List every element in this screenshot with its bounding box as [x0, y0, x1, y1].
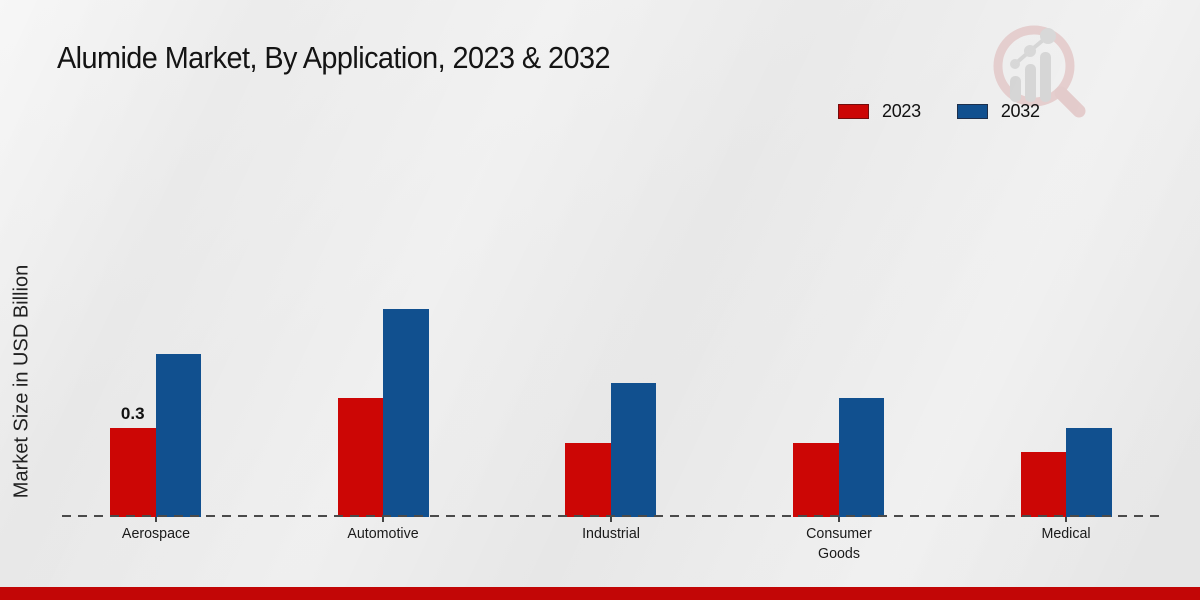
category-label: Medical — [1041, 525, 1091, 542]
footer-accent-bar — [0, 587, 1200, 600]
legend-label: 2032 — [1000, 101, 1040, 121]
bar-2023-automotive — [337, 398, 384, 517]
category-label: Automotive — [347, 525, 419, 542]
x-axis-tick — [837, 517, 840, 522]
bar-2032-medical — [1066, 428, 1112, 517]
market-research-magnifier-logo-icon — [993, 25, 1086, 118]
bar-value-label: 0.3 — [120, 404, 145, 423]
legend: 2023 2032 — [838, 101, 1040, 122]
bar-2023-medical — [1020, 452, 1067, 517]
chart-title: Alumide Market, By Application, 2023 & 2… — [57, 40, 611, 75]
bar-2032-aerospace — [155, 354, 201, 517]
bar-2032-consumer-goods — [838, 398, 885, 517]
x-axis-tick — [382, 517, 385, 522]
category-label: Consumer Goods — [805, 525, 872, 563]
x-axis-tick — [1065, 517, 1068, 522]
legend-item-2032: 2032 — [956, 101, 1040, 122]
bar-2023-consumer-goods — [793, 443, 839, 517]
bar-2023-aerospace — [110, 428, 156, 517]
x-axis-baseline — [62, 515, 1160, 517]
bar-2032-automotive — [383, 309, 429, 517]
legend-item-2023: 2023 — [838, 101, 921, 122]
category-label: Aerospace — [121, 525, 190, 542]
legend-swatch-icon — [956, 104, 988, 119]
bar-2023-industrial — [565, 443, 611, 517]
x-axis-tick — [609, 517, 612, 522]
legend-swatch-icon — [838, 104, 869, 119]
legend-label: 2023 — [882, 101, 921, 121]
x-axis-tick — [154, 517, 157, 522]
bar-2032-industrial — [610, 383, 657, 517]
category-label: Industrial — [581, 525, 640, 542]
